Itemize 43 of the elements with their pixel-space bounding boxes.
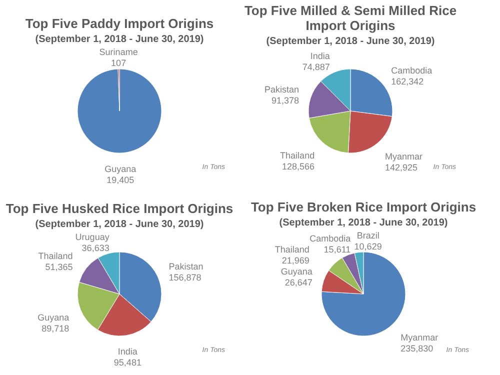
- data-label: 91,378: [272, 96, 300, 106]
- slice-label: Cambodia: [391, 65, 432, 76]
- slice-label: Myanmar: [385, 152, 423, 162]
- pie-slice: [77, 68, 162, 154]
- chart-subtitle: (September 1, 2018 - June 30, 2019): [266, 36, 435, 47]
- data-label: 15,611: [324, 244, 351, 255]
- data-label: 89,718: [42, 324, 70, 334]
- data-label: 107: [111, 58, 126, 68]
- chart-subtitle: (September 1, 2018 - June 30, 2019): [279, 217, 448, 228]
- data-label: 36,633: [82, 242, 110, 253]
- data-label: 95,481: [114, 357, 142, 368]
- data-label: 74,887: [302, 62, 330, 72]
- chart-title: Top Five Milled & Semi Milled Rice Import Origins: [244, 3, 457, 33]
- data-label: 128,566: [282, 161, 315, 172]
- slice-label: Pakistan: [264, 84, 300, 95]
- slice-label: Thailand: [280, 150, 315, 160]
- data-label: 19,405: [106, 174, 134, 185]
- data-label: 51,365: [45, 262, 73, 272]
- chart-title: Top Five Paddy Import Origins: [25, 16, 214, 32]
- data-label: 142,925: [385, 162, 418, 173]
- data-label: 21,969: [282, 256, 310, 266]
- slice-label: Guyana: [104, 164, 136, 174]
- data-label: 162,342: [391, 76, 424, 86]
- slice-label: Cambodia: [310, 234, 351, 244]
- slice-label: Guyana: [38, 312, 70, 323]
- slice-label: Brazil: [356, 230, 380, 240]
- chart-title: Top Five Husked Rice Import Origins: [6, 200, 234, 216]
- chart-subtitle: (September 1, 2018 - June 30, 2019): [35, 34, 204, 46]
- slice-label: Myanmar: [400, 332, 438, 342]
- data-label: 26,647: [284, 278, 312, 288]
- slice-label: Pakistan: [168, 262, 204, 272]
- chart-title: Top Five Broken Rice Import Origins: [250, 199, 476, 214]
- chart-subtitle: (September 1, 2018 - June 30, 2019): [35, 218, 204, 230]
- slice-label: Thailand: [38, 250, 73, 261]
- slice-label: India: [310, 51, 330, 62]
- data-label: 10,629: [354, 241, 382, 252]
- data-label: 235,830: [400, 343, 434, 354]
- slice-label: India: [118, 346, 138, 356]
- data-label: 156,878: [168, 272, 202, 283]
- slice-label: Uruguay: [75, 232, 110, 242]
- slice-label: Guyana: [280, 266, 312, 277]
- slice-label: Suriname: [99, 47, 138, 58]
- slice-label: Thailand: [274, 244, 310, 255]
